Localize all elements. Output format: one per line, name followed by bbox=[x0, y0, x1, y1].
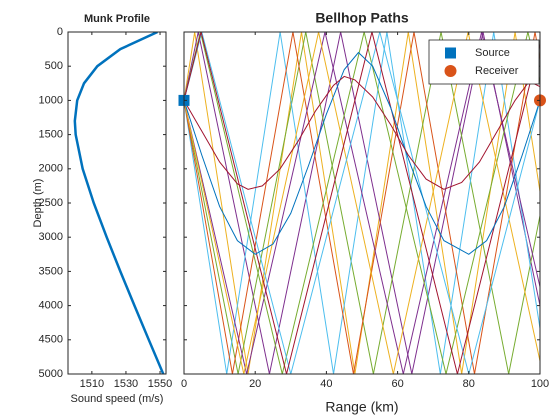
y-tick-label: 5000 bbox=[39, 368, 63, 380]
y-tick-label: 3000 bbox=[39, 231, 63, 243]
x-tick-label: 20 bbox=[249, 378, 261, 390]
y-tick-label: 4500 bbox=[39, 334, 63, 346]
y-axis-label: Depth (m) bbox=[32, 179, 44, 228]
data-line bbox=[184, 32, 540, 374]
data-line bbox=[184, 75, 540, 190]
axes-title: Bellhop Paths bbox=[315, 10, 409, 26]
x-tick-label: 1550 bbox=[148, 378, 172, 390]
x-tick-label: 1530 bbox=[114, 378, 138, 390]
data-line bbox=[184, 32, 540, 374]
y-tick-label: 1500 bbox=[39, 129, 63, 141]
data-line bbox=[184, 32, 540, 374]
y-tick-label: 1000 bbox=[39, 94, 63, 106]
x-tick-label: 0 bbox=[181, 378, 187, 390]
data-line bbox=[184, 32, 540, 374]
legend-swatch bbox=[445, 47, 456, 59]
y-tick-label: 3500 bbox=[39, 265, 63, 277]
y-tick-label: 4000 bbox=[39, 300, 63, 312]
x-tick-label: 1510 bbox=[80, 378, 104, 390]
data-line bbox=[184, 32, 540, 374]
x-tick-label: 40 bbox=[320, 378, 332, 390]
y-tick-label: 0 bbox=[57, 26, 63, 38]
y-tick-label: 2000 bbox=[39, 163, 63, 175]
x-axis-label: Range (km) bbox=[325, 399, 398, 415]
x-tick-label: 100 bbox=[531, 378, 549, 390]
data-line bbox=[184, 32, 540, 374]
data-line bbox=[73, 32, 165, 374]
axes-title: Munk Profile bbox=[84, 13, 150, 25]
legend: Source Receiver bbox=[428, 39, 540, 85]
data-line bbox=[184, 51, 540, 255]
legend-swatch bbox=[444, 65, 457, 77]
legend-box bbox=[428, 39, 540, 85]
y-tick-label: 2500 bbox=[39, 197, 63, 209]
legend-label: Receiver bbox=[475, 65, 519, 77]
y-tick-label: 500 bbox=[45, 60, 63, 72]
x-tick-label: 80 bbox=[463, 378, 475, 390]
legend-label: Source bbox=[475, 47, 510, 59]
x-tick-label: 60 bbox=[391, 378, 403, 390]
x-axis-label: Sound speed (m/s) bbox=[71, 393, 164, 405]
